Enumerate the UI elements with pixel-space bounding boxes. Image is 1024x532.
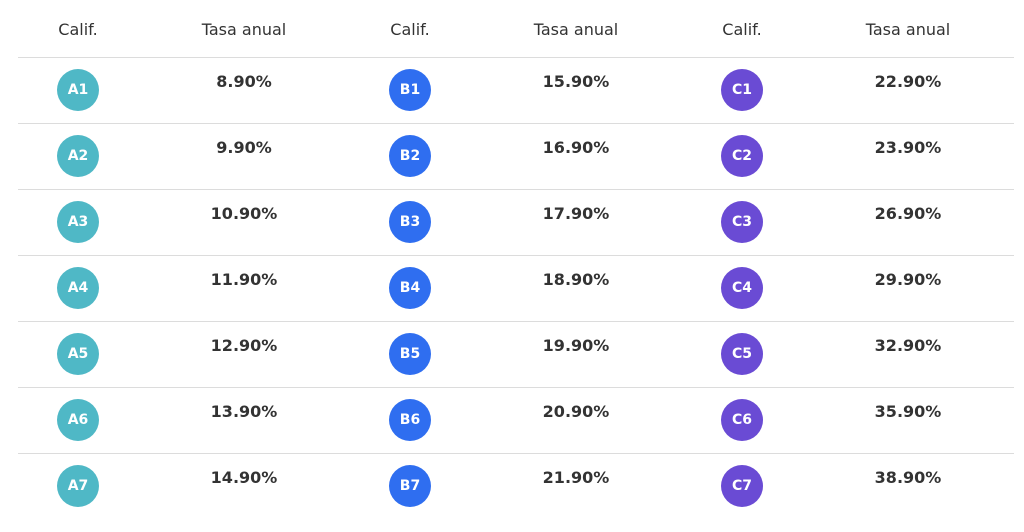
- annual-rate: 35.90%: [874, 402, 942, 421]
- column-header: Calif.: [722, 20, 762, 39]
- annual-rate: 19.90%: [542, 336, 610, 355]
- row-divider: [18, 321, 1014, 322]
- grade-badge: C5: [721, 333, 763, 375]
- grade-badge: C3: [721, 201, 763, 243]
- grade-badge: A6: [57, 399, 99, 441]
- grade-badge: C2: [721, 135, 763, 177]
- grade-badge: A2: [57, 135, 99, 177]
- annual-rate: 9.90%: [216, 138, 272, 157]
- column-header: Tasa anual: [201, 20, 287, 39]
- grade-badge: B5: [389, 333, 431, 375]
- annual-rate: 26.90%: [874, 204, 942, 223]
- annual-rate: 12.90%: [210, 336, 278, 355]
- annual-rate: 22.90%: [874, 72, 942, 91]
- grade-badge: B6: [389, 399, 431, 441]
- grade-badge: A3: [57, 201, 99, 243]
- grade-badge: B1: [389, 69, 431, 111]
- annual-rate: 16.90%: [542, 138, 610, 157]
- grade-badge: A7: [57, 465, 99, 507]
- grade-badge: C1: [721, 69, 763, 111]
- annual-rate: 23.90%: [874, 138, 942, 157]
- grade-badge: B7: [389, 465, 431, 507]
- annual-rate: 32.90%: [874, 336, 942, 355]
- row-divider: [18, 57, 1014, 58]
- annual-rate: 38.90%: [874, 468, 942, 487]
- annual-rate: 14.90%: [210, 468, 278, 487]
- row-divider: [18, 123, 1014, 124]
- grade-badge: A1: [57, 69, 99, 111]
- annual-rate: 10.90%: [210, 204, 278, 223]
- column-header: Tasa anual: [865, 20, 951, 39]
- grade-badge: B3: [389, 201, 431, 243]
- column-header: Calif.: [58, 20, 98, 39]
- grade-badge: B4: [389, 267, 431, 309]
- annual-rate: 21.90%: [542, 468, 610, 487]
- annual-rate: 17.90%: [542, 204, 610, 223]
- column-header: Tasa anual: [533, 20, 619, 39]
- annual-rate: 8.90%: [216, 72, 272, 91]
- row-divider: [18, 387, 1014, 388]
- grade-badge: C7: [721, 465, 763, 507]
- grade-badge: B2: [389, 135, 431, 177]
- row-divider: [18, 189, 1014, 190]
- grade-badge: C4: [721, 267, 763, 309]
- column-header: Calif.: [390, 20, 430, 39]
- annual-rate: 29.90%: [874, 270, 942, 289]
- grade-badge: C6: [721, 399, 763, 441]
- annual-rate: 11.90%: [210, 270, 278, 289]
- annual-rate: 15.90%: [542, 72, 610, 91]
- grade-badge: A5: [57, 333, 99, 375]
- row-divider: [18, 255, 1014, 256]
- annual-rate: 18.90%: [542, 270, 610, 289]
- grade-badge: A4: [57, 267, 99, 309]
- annual-rate: 13.90%: [210, 402, 278, 421]
- row-divider: [18, 453, 1014, 454]
- annual-rate: 20.90%: [542, 402, 610, 421]
